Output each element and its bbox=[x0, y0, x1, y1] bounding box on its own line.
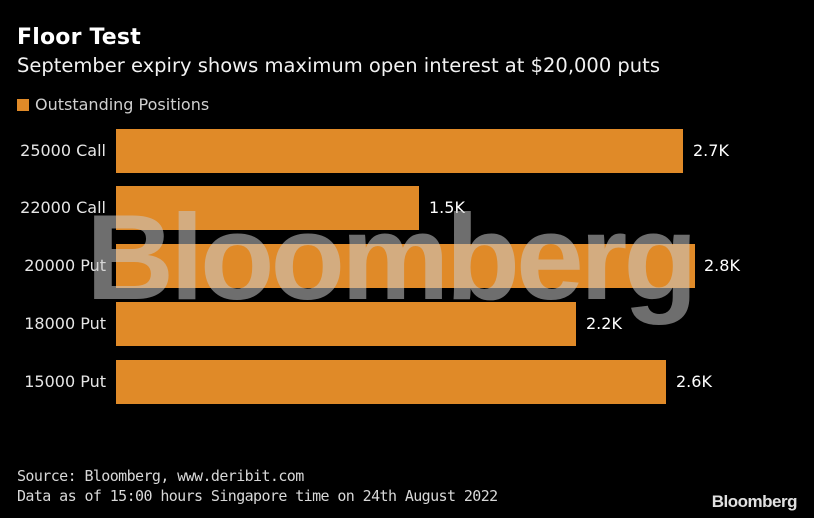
bar-row: 25000 Call 2.7K bbox=[0, 129, 814, 173]
value-label: 2.8K bbox=[704, 256, 740, 275]
category-label: 25000 Call bbox=[20, 141, 106, 160]
chart-title: Floor Test bbox=[17, 25, 141, 50]
bar-row: 18000 Put 2.2K bbox=[0, 302, 814, 346]
category-label: 20000 Put bbox=[24, 256, 106, 275]
category-label: 15000 Put bbox=[24, 372, 106, 391]
value-label: 1.5K bbox=[429, 198, 465, 217]
bar-row: 15000 Put 2.6K bbox=[0, 360, 814, 404]
value-label: 2.6K bbox=[676, 372, 712, 391]
bar-row: 20000 Put 2.8K bbox=[0, 244, 814, 288]
source-note: Source: Bloomberg, www.deribit.com Data … bbox=[17, 466, 498, 506]
bar bbox=[116, 244, 695, 288]
category-label: 22000 Call bbox=[20, 198, 106, 217]
bar bbox=[116, 129, 683, 173]
source-text: Source: Bloomberg, www.deribit.com bbox=[17, 467, 304, 485]
value-label: 2.7K bbox=[693, 141, 729, 160]
data-timestamp-note: Data as of 15:00 hours Singapore time on… bbox=[17, 487, 498, 505]
legend-label: Outstanding Positions bbox=[35, 95, 210, 114]
bar bbox=[116, 186, 419, 230]
category-label: 18000 Put bbox=[24, 314, 106, 333]
chart-subtitle: September expiry shows maximum open inte… bbox=[17, 54, 660, 77]
value-label: 2.2K bbox=[586, 314, 622, 333]
bar-row: 22000 Call 1.5K bbox=[0, 186, 814, 230]
bloomberg-logo: Bloomberg bbox=[711, 492, 798, 511]
legend-swatch-icon bbox=[17, 98, 29, 111]
bar bbox=[116, 360, 666, 404]
bar bbox=[116, 302, 576, 346]
legend: Outstanding Positions bbox=[17, 95, 209, 114]
